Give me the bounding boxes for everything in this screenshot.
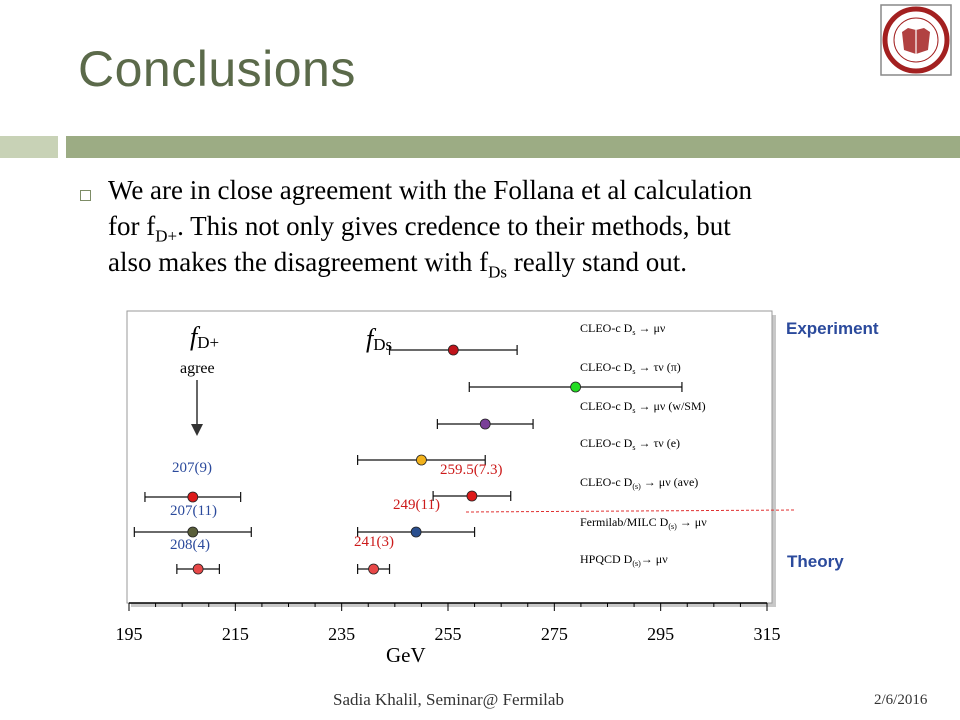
fds-point-1-marker [447,344,459,356]
measurement-label-7: HPQCD D(s)→ μν [580,552,668,568]
annotation-fds-3: 241(3) [354,534,394,550]
annotation-fd-3: 208(4) [170,537,210,553]
fds-point-4 [357,454,486,466]
fds-point-2 [468,381,683,393]
fds-point-5 [432,490,512,502]
fds-point-5-marker [466,490,478,502]
fds-subscript: Ds [488,262,508,282]
bullet-square-icon [80,190,91,201]
university-seal-logo [880,4,952,76]
x-tick-label: 255 [435,624,462,644]
agree-label: agree [180,360,215,377]
x-axis-label: GeV [386,643,426,667]
bullet-line-3-start: also makes the disagreement with f [108,247,489,277]
fd-point-3-marker [192,563,204,575]
fd-point-3 [176,563,220,575]
fd-point-1 [144,491,242,503]
x-tick-label: 195 [116,624,143,644]
x-tick-label: 295 [647,624,674,644]
x-tick-label: 275 [541,624,568,644]
experiment-theory-divider [465,509,797,513]
measurement-label-6: Fermilab/MILC D(s) → μν [580,515,707,531]
experiment-label: Experiment [786,319,879,338]
bullet-line-3-end: really stand out. [507,247,688,277]
fd-point-1-marker [187,491,199,503]
x-tick-label: 235 [328,624,355,644]
bullet-line-2-start: for f [108,211,156,241]
measurement-label-5: CLEO-c D(s) → μν (ave) [580,475,698,491]
annotation-fd-1: 207(9) [172,460,212,476]
title-underline-band-right [66,136,960,158]
fd-point-2 [133,526,252,538]
fds-point-2-marker [570,381,581,393]
x-tick-label: 215 [222,624,249,644]
fds-point-4-marker [416,454,427,466]
measurement-label-3: CLEO-c Ds → μν (w/SM) [580,399,706,415]
fds-point-6-marker [410,526,422,538]
fds-point-1 [388,344,518,356]
footer-presenter: Sadia Khalil, Seminar@ Fermilab [333,690,564,709]
fd-point-2-marker [187,526,199,538]
annotation-fd-2: 207(11) [170,503,217,519]
slide-title: Conclusions [78,41,356,97]
bullet-line-1: We are in close agreement with the Folla… [108,175,753,205]
title-underline-band-left [0,136,58,158]
x-tick-label: 315 [754,624,781,644]
plot-frame [126,310,773,604]
fds-label: fDs [366,324,392,354]
fds-point-7-marker [368,563,379,575]
bullet-text: We are in close agreement with the Folla… [108,172,908,280]
theory-label: Theory [787,552,844,571]
fd-label-sub: D+ [197,333,219,352]
annotation-fds-2: 249(11) [393,497,440,513]
bullet-line-2-end: . This not only gives credence to their … [177,211,731,241]
measurement-label-1: CLEO-c Ds → μν [580,321,666,337]
fd-label: fD+ [190,322,219,352]
agree-arrow-head-icon [191,424,203,436]
fds-point-3 [436,418,534,430]
fds-label-sub: Ds [373,335,392,354]
fd-subscript: D+ [155,226,178,246]
fds-point-6 [357,526,476,538]
measurement-label-4: CLEO-c Ds → τν (e) [580,436,680,452]
annotation-fds-1: 259.5(7.3) [440,462,503,478]
footer-date: 2/6/2016 [874,692,928,708]
fds-point-7 [357,563,391,575]
measurement-label-2: CLEO-c Ds → τν (π) [580,360,681,376]
fds-point-3-marker [479,418,491,430]
